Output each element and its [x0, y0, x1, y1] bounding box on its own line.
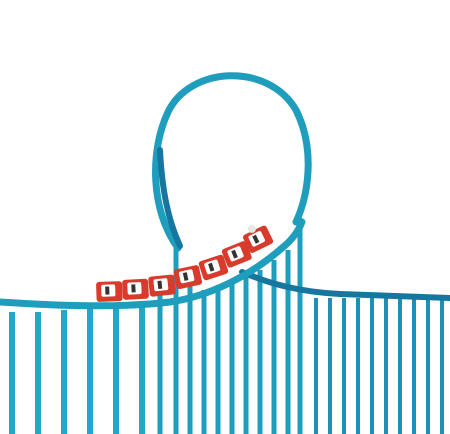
main-track [0, 218, 306, 310]
coaster-car [148, 274, 176, 297]
coaster-car [198, 254, 229, 281]
coaster-car [173, 265, 203, 290]
center-supports [157, 218, 303, 434]
loop-track [152, 72, 312, 252]
exit-track [239, 269, 450, 301]
coaster-car [122, 278, 149, 300]
right-supports [314, 298, 444, 434]
coaster-car [96, 281, 123, 302]
coaster-car [243, 224, 274, 253]
coaster-car [221, 241, 252, 268]
coaster-train [96, 224, 274, 302]
loop-track-inner [157, 147, 183, 249]
left-supports [9, 304, 145, 434]
